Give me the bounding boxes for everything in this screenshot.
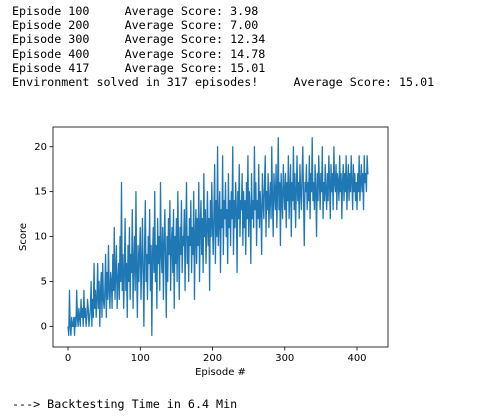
y-axis-label: Score [18, 223, 29, 251]
stdout: Episode 100 Average Score: 3.98 Episode 2… [12, 4, 434, 89]
x-tick-label: 0 [65, 353, 71, 364]
output-line: Episode 200 Average Score: 7.00 [12, 18, 259, 33]
x-tick-label: 400 [347, 353, 366, 364]
output-line: Episode 300 Average Score: 12.34 [12, 32, 266, 47]
output-line: Episode 400 Average Score: 14.78 [12, 46, 266, 61]
plot-frame [52, 126, 389, 348]
score-line [67, 137, 369, 336]
y-tick-label: 0 [41, 321, 47, 332]
chart: 0 100 200 300 400 0 5 10 15 20 Episode # Score [18, 126, 389, 378]
y-tick-label: 20 [34, 142, 47, 153]
output-line: Episode 417 Average Score: 15.01 [12, 60, 266, 75]
output-line: Environment solved in 317 episodes! Aver… [12, 75, 435, 90]
footer-text: ---> Backtesting Time in 6.4 Min [12, 397, 238, 411]
x-tick-label: 300 [275, 353, 294, 364]
x-axis-label: Episode # [195, 367, 246, 378]
y-tick-label: 15 [34, 187, 47, 198]
y-tick-label: 10 [34, 232, 47, 243]
x-tick-label: 100 [131, 353, 150, 364]
y-tick-label: 5 [41, 276, 47, 287]
x-tick-label: 200 [203, 353, 222, 364]
output-line: Episode 100 Average Score: 3.98 [12, 4, 259, 18]
